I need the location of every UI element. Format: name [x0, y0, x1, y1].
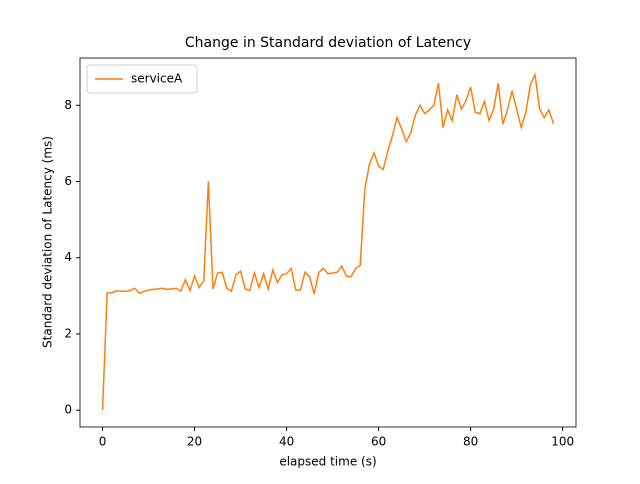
- x-tick-label: 0: [99, 435, 107, 449]
- y-tick-label: 2: [64, 326, 72, 340]
- legend-label: serviceA: [131, 72, 183, 86]
- y-tick-label: 0: [64, 403, 72, 417]
- plot-frame: [79, 57, 577, 428]
- line-series: [101, 72, 555, 411]
- y-tick-label: 8: [64, 98, 72, 112]
- legend-box: [86, 64, 198, 94]
- chart-title: Change in Standard deviation of Latency: [185, 35, 471, 51]
- x-tick-label: 80: [463, 435, 478, 449]
- x-axis-label: elapsed time (s): [279, 455, 376, 469]
- y-axis-label: Standard deviation of Latency (ms): [41, 136, 55, 348]
- x-tick-label: 20: [187, 435, 202, 449]
- x-tick-label: 60: [371, 435, 386, 449]
- x-tick-label: 100: [551, 435, 574, 449]
- x-tick-label: 40: [279, 435, 294, 449]
- y-tick-label: 4: [64, 250, 72, 264]
- y-tick-label: 6: [64, 174, 72, 188]
